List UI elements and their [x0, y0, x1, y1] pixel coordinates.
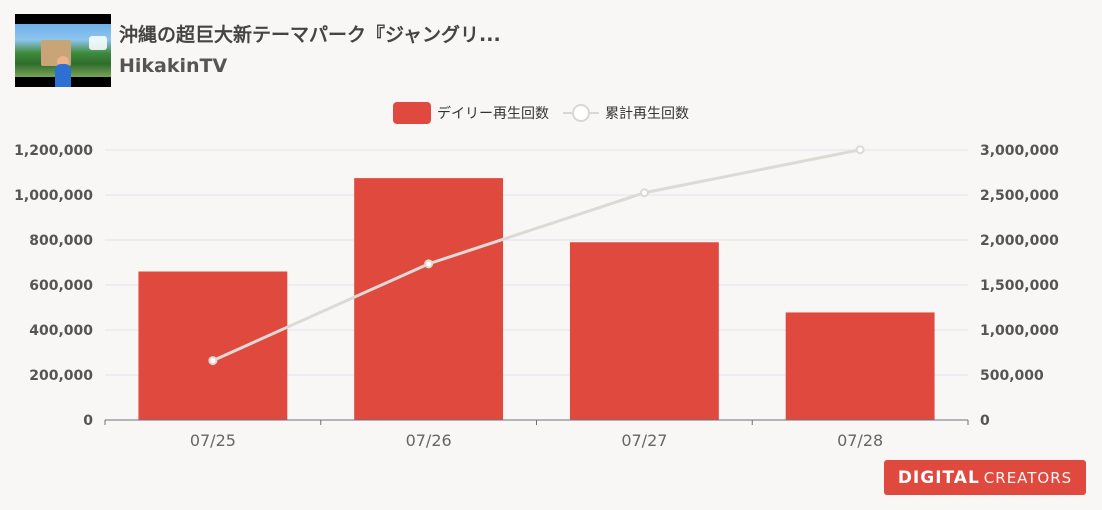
legend-bar-swatch [393, 102, 431, 124]
y-left-tick-label: 0 [83, 413, 93, 429]
legend-label-cumulative: 累計再生回数 [605, 106, 689, 122]
cumulative-views-line [212, 148, 861, 362]
channel-name[interactable]: HikakinTV [119, 55, 228, 77]
digital-creators-logo[interactable]: DIGITAL CREATORS [884, 460, 1086, 495]
y-right-tick-label: 1,500,000 [980, 278, 1059, 294]
y-left-tick-label: 400,000 [29, 323, 93, 339]
x-tick-label: 07/26 [406, 431, 452, 450]
brand-part2: CREATORS [983, 468, 1073, 487]
thumbnail-image [15, 24, 111, 87]
y-left-tick-label: 1,200,000 [14, 143, 93, 159]
y-right-tick-label: 3,000,000 [980, 143, 1059, 159]
legend-item-daily[interactable]: デイリー再生回数 [393, 102, 549, 124]
x-tick-label: 07/27 [621, 431, 667, 450]
video-thumbnail[interactable] [15, 14, 111, 87]
legend-line-swatch [563, 102, 599, 124]
cumulative-views-point [855, 145, 865, 155]
brand-part1: DIGITAL [897, 467, 980, 488]
thumbnail-person [55, 64, 71, 87]
daily-views-bar [138, 271, 288, 420]
y-right-tick-label: 500,000 [980, 368, 1044, 384]
thumbnail-logo [89, 36, 107, 50]
video-title[interactable]: 沖縄の超巨大新テーマパーク『ジャングリ... [119, 24, 501, 46]
y-left-tick-label: 600,000 [29, 278, 93, 294]
chart-legend: デイリー再生回数 累計再生回数 [393, 102, 703, 124]
y-right-tick-label: 2,500,000 [980, 188, 1059, 204]
y-left-tick-label: 1,000,000 [14, 188, 93, 204]
legend-label-daily: デイリー再生回数 [437, 106, 549, 122]
cumulative-line [208, 145, 865, 366]
axis-labels: 0 0 200,000 500,000 400,000 1,000,000 600,000 1… [14, 143, 1059, 450]
x-tick-label: 07/25 [190, 431, 236, 450]
x-tick-label: 07/28 [837, 431, 883, 450]
y-right-tick-label: 1,000,000 [980, 323, 1059, 339]
cumulative-views-point [208, 356, 218, 366]
cumulative-views-point [639, 188, 649, 198]
cumulative-views-point [424, 259, 434, 269]
daily-views-bar [354, 178, 504, 420]
bars [138, 178, 935, 420]
legend-item-cumulative[interactable]: 累計再生回数 [563, 102, 689, 124]
y-right-tick-label: 2,000,000 [980, 233, 1059, 249]
y-left-tick-label: 800,000 [29, 233, 93, 249]
daily-views-bar [785, 312, 935, 420]
daily-views-bar [569, 242, 719, 420]
y-left-tick-label: 200,000 [29, 368, 93, 384]
axes [104, 419, 969, 425]
y-right-tick-label: 0 [980, 413, 990, 429]
